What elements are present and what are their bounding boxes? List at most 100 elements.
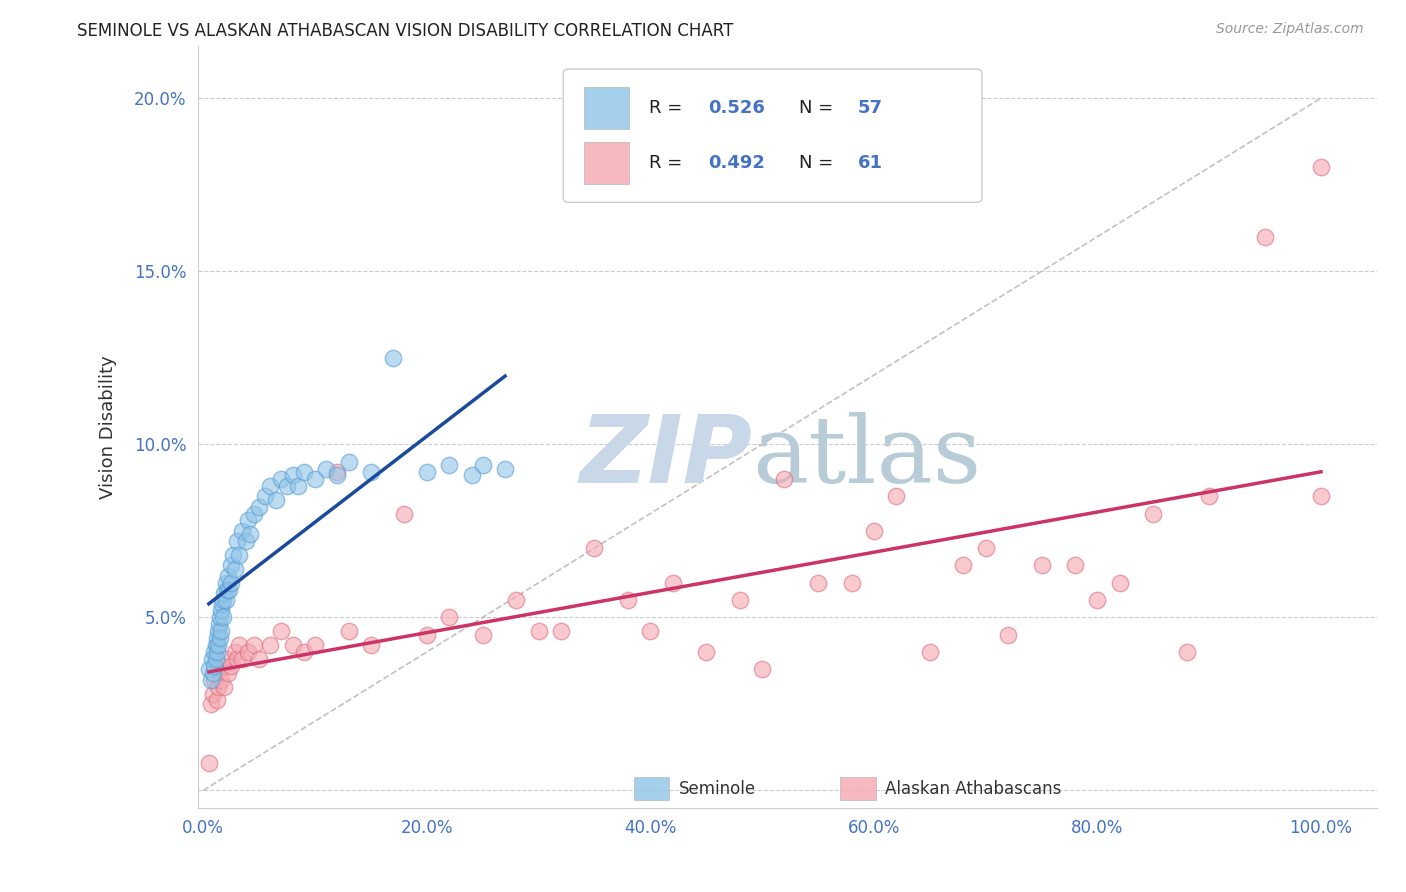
Point — [219, 575, 242, 590]
Point — [209, 603, 232, 617]
Point — [1198, 489, 1220, 503]
Point — [204, 638, 226, 652]
Text: R =: R = — [650, 99, 689, 117]
Point — [207, 624, 229, 639]
Point — [304, 472, 326, 486]
Point — [242, 638, 264, 652]
Point — [215, 582, 238, 597]
Text: 57: 57 — [858, 99, 883, 117]
Point — [235, 534, 257, 549]
Text: N =: N = — [799, 99, 839, 117]
Point — [1175, 645, 1198, 659]
Point — [640, 624, 662, 639]
Point — [337, 454, 360, 468]
Point — [276, 479, 298, 493]
Point — [207, 680, 229, 694]
Point — [617, 593, 640, 607]
Point — [202, 658, 225, 673]
Point — [200, 673, 222, 687]
FancyBboxPatch shape — [634, 777, 669, 800]
Point — [236, 513, 259, 527]
Point — [225, 534, 247, 549]
Point — [1254, 229, 1277, 244]
Text: Source: ZipAtlas.com: Source: ZipAtlas.com — [1216, 22, 1364, 37]
Point — [205, 631, 228, 645]
Point — [1108, 575, 1130, 590]
Point — [304, 638, 326, 652]
Point — [315, 461, 337, 475]
Text: Seminole: Seminole — [679, 780, 756, 797]
Point — [205, 645, 228, 659]
Point — [198, 756, 221, 770]
Point — [326, 468, 349, 483]
Point — [211, 597, 233, 611]
Point — [205, 693, 228, 707]
Point — [270, 624, 292, 639]
Point — [661, 575, 683, 590]
Point — [198, 662, 221, 676]
Text: 0.492: 0.492 — [709, 154, 765, 172]
Point — [884, 489, 907, 503]
Point — [1310, 161, 1333, 175]
Point — [974, 541, 997, 556]
Text: ZIP: ZIP — [579, 411, 752, 503]
Point — [219, 658, 242, 673]
Point — [259, 479, 281, 493]
FancyBboxPatch shape — [564, 69, 981, 202]
Point — [217, 665, 239, 680]
Point — [416, 628, 439, 642]
Point — [202, 673, 225, 687]
Point — [952, 558, 974, 573]
Point — [231, 652, 253, 666]
Point — [214, 652, 236, 666]
Point — [239, 527, 262, 541]
Point — [751, 662, 773, 676]
Point — [224, 645, 246, 659]
Point — [270, 472, 292, 486]
Text: atlas: atlas — [752, 412, 981, 502]
Point — [292, 645, 315, 659]
Point — [208, 631, 231, 645]
Point — [494, 461, 516, 475]
Point — [841, 575, 863, 590]
Point — [416, 465, 439, 479]
Point — [527, 624, 550, 639]
Point — [1310, 489, 1333, 503]
Point — [394, 507, 416, 521]
Point — [242, 507, 264, 521]
Point — [382, 351, 405, 365]
Point — [471, 628, 494, 642]
Point — [281, 468, 304, 483]
Point — [202, 665, 225, 680]
Point — [997, 628, 1019, 642]
Point — [236, 645, 259, 659]
Point — [247, 500, 270, 514]
Point — [207, 638, 229, 652]
Point — [231, 524, 253, 538]
Point — [264, 492, 287, 507]
Point — [471, 458, 494, 472]
Point — [695, 645, 717, 659]
FancyBboxPatch shape — [841, 777, 876, 800]
Point — [219, 558, 242, 573]
Point — [214, 575, 236, 590]
Point — [505, 593, 527, 607]
Point — [212, 610, 235, 624]
Point — [214, 593, 236, 607]
Point — [1142, 507, 1164, 521]
Text: SEMINOLE VS ALASKAN ATHABASCAN VISION DISABILITY CORRELATION CHART: SEMINOLE VS ALASKAN ATHABASCAN VISION DI… — [77, 22, 734, 40]
Point — [550, 624, 572, 639]
Point — [326, 465, 349, 479]
Point — [773, 472, 796, 486]
FancyBboxPatch shape — [585, 87, 630, 129]
Point — [214, 586, 236, 600]
Point — [208, 610, 231, 624]
Point — [228, 638, 250, 652]
Point — [218, 582, 240, 597]
Point — [212, 658, 235, 673]
Point — [863, 524, 886, 538]
Point — [292, 465, 315, 479]
Point — [253, 489, 276, 503]
Point — [583, 541, 606, 556]
Point — [200, 697, 222, 711]
